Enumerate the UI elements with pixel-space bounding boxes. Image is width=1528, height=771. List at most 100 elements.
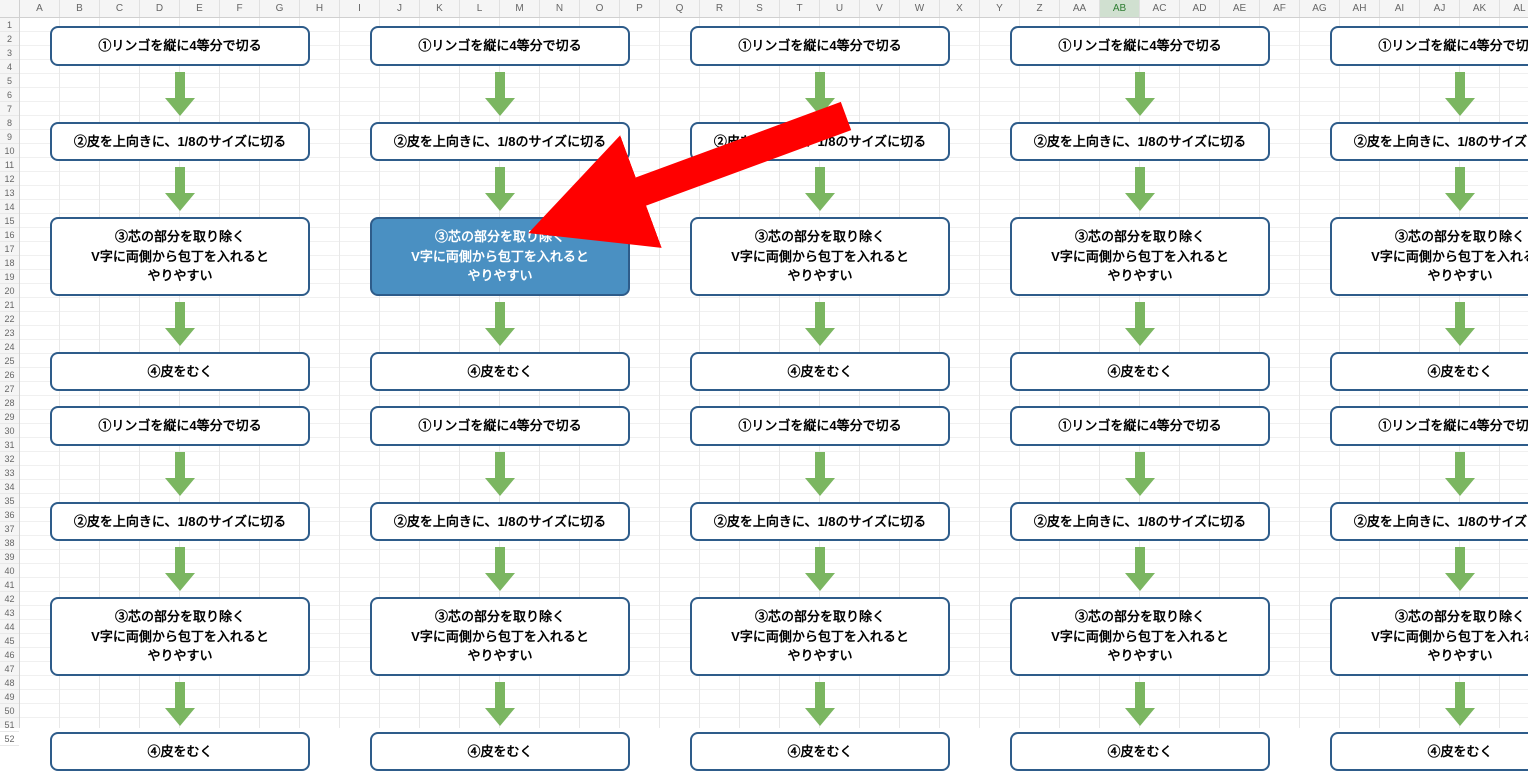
flow-step-box[interactable]: ④皮をむく bbox=[1010, 732, 1270, 771]
row-header[interactable]: 51 bbox=[0, 718, 19, 732]
column-header[interactable]: D bbox=[140, 0, 180, 17]
column-header[interactable]: AJ bbox=[1420, 0, 1460, 17]
column-header[interactable]: W bbox=[900, 0, 940, 17]
row-header[interactable]: 6 bbox=[0, 88, 19, 102]
flow-step-box[interactable]: ①リンゴを縦に4等分で切る bbox=[50, 26, 310, 66]
column-header[interactable]: V bbox=[860, 0, 900, 17]
column-header[interactable]: O bbox=[580, 0, 620, 17]
flow-step-box[interactable]: ①リンゴを縦に4等分で切る bbox=[1010, 26, 1270, 66]
column-header[interactable]: AI bbox=[1380, 0, 1420, 17]
column-header[interactable]: Z bbox=[1020, 0, 1060, 17]
row-header[interactable]: 38 bbox=[0, 536, 19, 550]
column-header[interactable]: AD bbox=[1180, 0, 1220, 17]
column-header[interactable]: U bbox=[820, 0, 860, 17]
row-header[interactable]: 35 bbox=[0, 494, 19, 508]
column-header[interactable]: K bbox=[420, 0, 460, 17]
flow-step-box[interactable]: ②皮を上向きに、1/8のサイズに切る bbox=[1330, 502, 1528, 542]
flow-step-box[interactable]: ①リンゴを縦に4等分で切る bbox=[1010, 406, 1270, 446]
column-header[interactable]: M bbox=[500, 0, 540, 17]
row-header[interactable]: 12 bbox=[0, 172, 19, 186]
header-corner[interactable] bbox=[0, 0, 20, 18]
flow-step-box[interactable]: ②皮を上向きに、1/8のサイズに切る bbox=[1010, 122, 1270, 162]
row-header[interactable]: 4 bbox=[0, 60, 19, 74]
flow-step-box[interactable]: ①リンゴを縦に4等分で切る bbox=[1330, 406, 1528, 446]
column-header[interactable]: Y bbox=[980, 0, 1020, 17]
row-header[interactable]: 45 bbox=[0, 634, 19, 648]
flow-step-box[interactable]: ①リンゴを縦に4等分で切る bbox=[50, 406, 310, 446]
flow-step-box[interactable]: ④皮をむく bbox=[50, 352, 310, 392]
column-header[interactable]: AB bbox=[1100, 0, 1140, 17]
row-header[interactable]: 44 bbox=[0, 620, 19, 634]
row-header[interactable]: 49 bbox=[0, 690, 19, 704]
flow-step-box[interactable]: ③芯の部分を取り除くV字に両側から包丁を入れるとやりやすい bbox=[370, 217, 630, 296]
row-header[interactable]: 15 bbox=[0, 214, 19, 228]
row-header[interactable]: 1 bbox=[0, 18, 19, 32]
flow-step-box[interactable]: ①リンゴを縦に4等分で切る bbox=[690, 406, 950, 446]
row-header[interactable]: 24 bbox=[0, 340, 19, 354]
row-header[interactable]: 20 bbox=[0, 284, 19, 298]
row-header[interactable]: 40 bbox=[0, 564, 19, 578]
row-header[interactable]: 9 bbox=[0, 130, 19, 144]
row-header[interactable]: 18 bbox=[0, 256, 19, 270]
column-header[interactable]: F bbox=[220, 0, 260, 17]
flow-step-box[interactable]: ③芯の部分を取り除くV字に両側から包丁を入れるとやりやすい bbox=[370, 597, 630, 676]
row-header[interactable]: 39 bbox=[0, 550, 19, 564]
row-header[interactable]: 10 bbox=[0, 144, 19, 158]
column-header[interactable]: AG bbox=[1300, 0, 1340, 17]
row-header[interactable]: 47 bbox=[0, 662, 19, 676]
row-header[interactable]: 21 bbox=[0, 298, 19, 312]
row-header[interactable]: 3 bbox=[0, 46, 19, 60]
flow-step-box[interactable]: ②皮を上向きに、1/8のサイズに切る bbox=[690, 122, 950, 162]
flow-step-box[interactable]: ③芯の部分を取り除くV字に両側から包丁を入れるとやりやすい bbox=[1330, 217, 1528, 296]
flow-step-box[interactable]: ①リンゴを縦に4等分で切る bbox=[1330, 26, 1528, 66]
row-header[interactable]: 31 bbox=[0, 438, 19, 452]
flow-step-box[interactable]: ③芯の部分を取り除くV字に両側から包丁を入れるとやりやすい bbox=[1010, 217, 1270, 296]
flow-step-box[interactable]: ③芯の部分を取り除くV字に両側から包丁を入れるとやりやすい bbox=[50, 217, 310, 296]
column-header[interactable]: C bbox=[100, 0, 140, 17]
row-header[interactable]: 27 bbox=[0, 382, 19, 396]
column-header[interactable]: B bbox=[60, 0, 100, 17]
flow-step-box[interactable]: ④皮をむく bbox=[370, 352, 630, 392]
flow-step-box[interactable]: ②皮を上向きに、1/8のサイズに切る bbox=[690, 502, 950, 542]
row-header[interactable]: 5 bbox=[0, 74, 19, 88]
column-header[interactable]: AC bbox=[1140, 0, 1180, 17]
row-header[interactable]: 26 bbox=[0, 368, 19, 382]
row-header[interactable]: 13 bbox=[0, 186, 19, 200]
flow-step-box[interactable]: ③芯の部分を取り除くV字に両側から包丁を入れるとやりやすい bbox=[690, 597, 950, 676]
flow-step-box[interactable]: ④皮をむく bbox=[690, 732, 950, 771]
flow-step-box[interactable]: ③芯の部分を取り除くV字に両側から包丁を入れるとやりやすい bbox=[1010, 597, 1270, 676]
column-header[interactable]: AE bbox=[1220, 0, 1260, 17]
column-header[interactable]: AL bbox=[1500, 0, 1528, 17]
row-header[interactable]: 37 bbox=[0, 522, 19, 536]
row-header[interactable]: 8 bbox=[0, 116, 19, 130]
row-header[interactable]: 7 bbox=[0, 102, 19, 116]
flow-step-box[interactable]: ④皮をむく bbox=[370, 732, 630, 771]
row-header[interactable]: 46 bbox=[0, 648, 19, 662]
column-header[interactable]: I bbox=[340, 0, 380, 17]
column-header[interactable]: N bbox=[540, 0, 580, 17]
row-header[interactable]: 22 bbox=[0, 312, 19, 326]
column-header[interactable]: X bbox=[940, 0, 980, 17]
row-header[interactable]: 19 bbox=[0, 270, 19, 284]
flow-step-box[interactable]: ①リンゴを縦に4等分で切る bbox=[690, 26, 950, 66]
column-header[interactable]: AA bbox=[1060, 0, 1100, 17]
row-header[interactable]: 25 bbox=[0, 354, 19, 368]
flow-step-box[interactable]: ②皮を上向きに、1/8のサイズに切る bbox=[370, 122, 630, 162]
row-header[interactable]: 32 bbox=[0, 452, 19, 466]
row-header[interactable]: 36 bbox=[0, 508, 19, 522]
flow-step-box[interactable]: ③芯の部分を取り除くV字に両側から包丁を入れるとやりやすい bbox=[1330, 597, 1528, 676]
column-header[interactable]: S bbox=[740, 0, 780, 17]
column-header[interactable]: H bbox=[300, 0, 340, 17]
column-header[interactable]: R bbox=[700, 0, 740, 17]
column-header[interactable]: T bbox=[780, 0, 820, 17]
flow-step-box[interactable]: ②皮を上向きに、1/8のサイズに切る bbox=[50, 502, 310, 542]
row-header[interactable]: 29 bbox=[0, 410, 19, 424]
row-header[interactable]: 11 bbox=[0, 158, 19, 172]
row-header[interactable]: 41 bbox=[0, 578, 19, 592]
flow-step-box[interactable]: ②皮を上向きに、1/8のサイズに切る bbox=[1010, 502, 1270, 542]
flow-step-box[interactable]: ③芯の部分を取り除くV字に両側から包丁を入れるとやりやすい bbox=[50, 597, 310, 676]
row-header[interactable]: 34 bbox=[0, 480, 19, 494]
column-header[interactable]: E bbox=[180, 0, 220, 17]
row-header[interactable]: 48 bbox=[0, 676, 19, 690]
row-header[interactable]: 33 bbox=[0, 466, 19, 480]
